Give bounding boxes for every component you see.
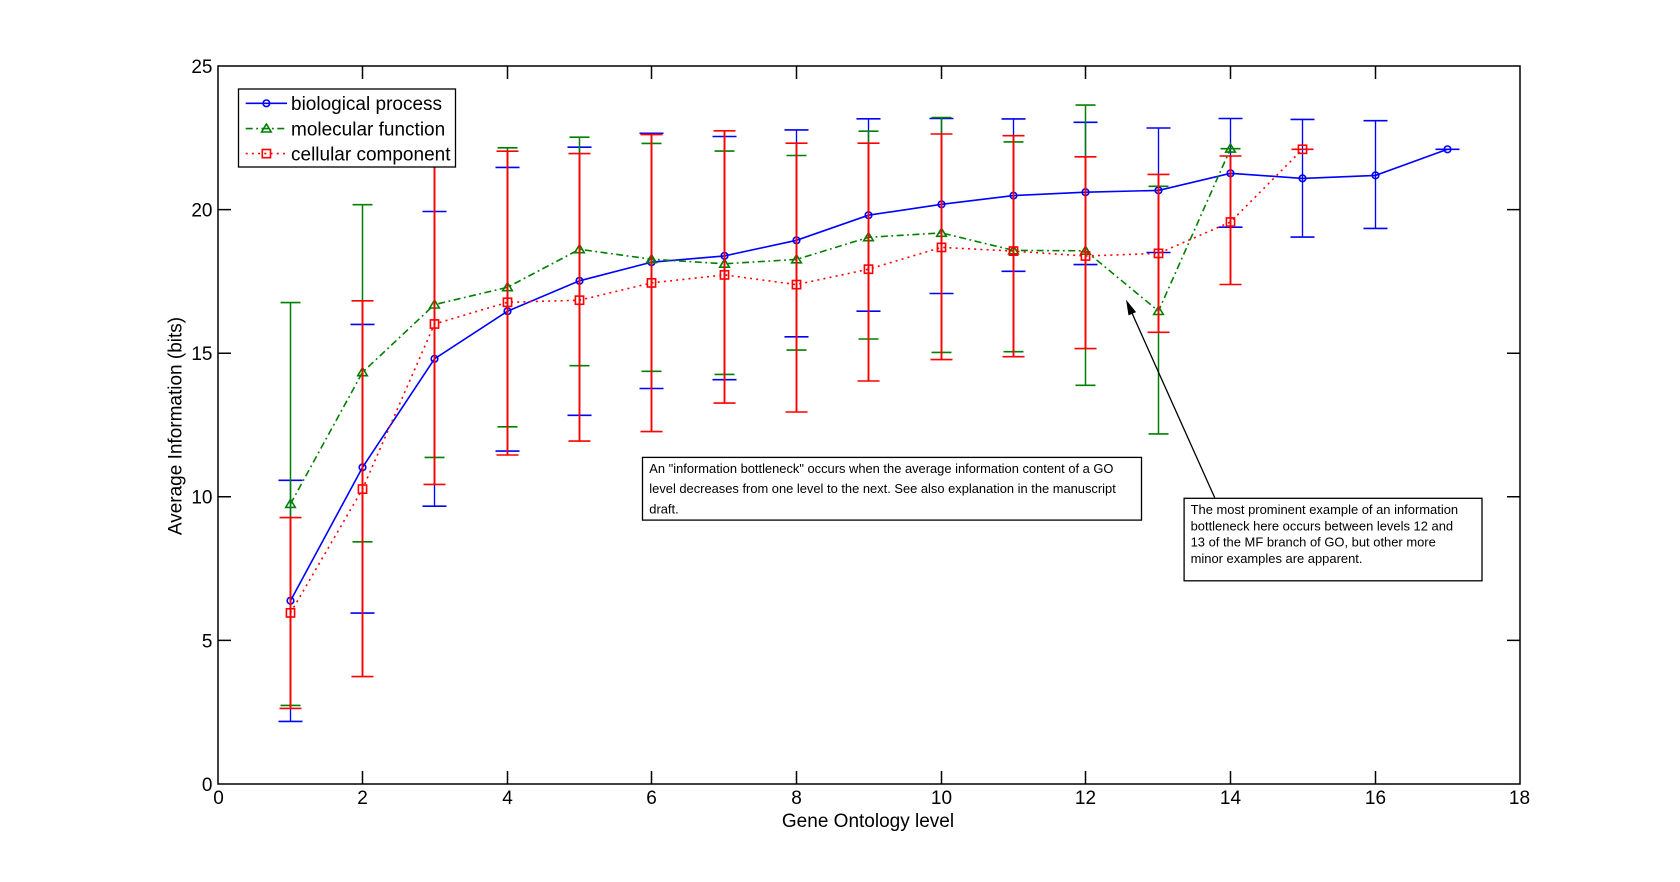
- svg-text:13 of the MF branch of GO, but: 13 of the MF branch of GO, but other mor…: [1191, 535, 1436, 550]
- svg-text:25: 25: [191, 57, 212, 78]
- svg-text:An "information bottleneck" oc: An "information bottleneck" occurs when …: [649, 461, 1113, 476]
- svg-text:molecular function: molecular function: [291, 120, 445, 141]
- svg-text:0: 0: [213, 788, 224, 809]
- svg-text:12: 12: [1075, 788, 1096, 809]
- svg-text:bottleneck here occurs between: bottleneck here occurs between levels 12…: [1191, 518, 1454, 533]
- svg-text:The most prominent example of: The most prominent example of an informa…: [1191, 502, 1459, 517]
- svg-text:10: 10: [931, 788, 952, 809]
- svg-text:14: 14: [1220, 788, 1242, 809]
- svg-text:draft.: draft.: [649, 501, 678, 516]
- svg-text:Average Information (bits): Average Information (bits): [166, 317, 187, 535]
- svg-text:16: 16: [1365, 788, 1386, 809]
- svg-text:6: 6: [646, 788, 657, 809]
- svg-text:level decreases from one level: level decreases from one level to the ne…: [649, 481, 1116, 496]
- svg-text:15: 15: [191, 344, 212, 365]
- svg-text:0: 0: [202, 775, 213, 796]
- svg-text:cellular component: cellular component: [291, 145, 451, 166]
- svg-text:18: 18: [1509, 788, 1530, 809]
- svg-text:4: 4: [502, 788, 513, 809]
- svg-text:2: 2: [357, 788, 368, 809]
- svg-text:8: 8: [791, 788, 802, 809]
- svg-text:biological process: biological process: [291, 94, 442, 115]
- svg-text:20: 20: [191, 201, 212, 222]
- svg-text:minor examples are apparent.: minor examples are apparent.: [1191, 551, 1363, 566]
- svg-text:5: 5: [202, 631, 213, 652]
- svg-text:Gene Ontology level: Gene Ontology level: [782, 811, 954, 832]
- svg-text:10: 10: [191, 488, 212, 509]
